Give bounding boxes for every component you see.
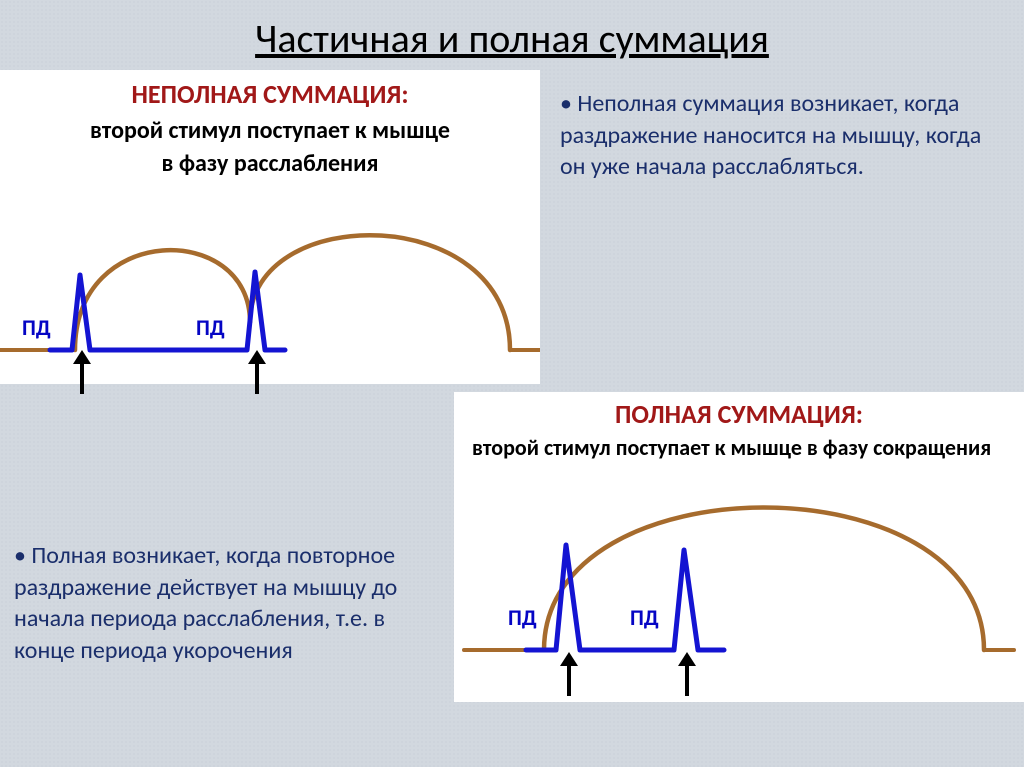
note-incomplete-text: • Неполная суммация возникает, когда раз… [560,89,981,181]
label-pd-1: ПД [22,314,51,341]
arrow-stimulus-3 [560,652,578,696]
page: Частичная и полная суммация НЕПОЛНАЯ СУМ… [0,0,1024,767]
panel-incomplete-summation: НЕПОЛНАЯ СУММАЦИЯ: второй стимул поступа… [0,70,540,384]
arrow-stimulus-1 [73,350,91,394]
panel-complete-summation: ПОЛНАЯ СУММАЦИЯ: второй стимул поступает… [454,392,1024,702]
chart-incomplete [0,70,540,384]
page-title: Частичная и полная суммация [0,14,1024,63]
label-pd-4: ПД [630,604,659,631]
arrow-stimulus-4 [678,652,696,696]
label-pd-2: ПД [196,314,225,341]
note-complete: • Полная возникает, когда повторное разд… [14,540,444,667]
arrow-stimulus-2 [248,350,266,394]
label-pd-3: ПД [508,604,537,631]
chart-complete [454,392,1024,702]
note-incomplete: • Неполная суммация возникает, когда раз… [560,88,1010,183]
note-complete-text: • Полная возникает, когда повторное разд… [14,541,397,665]
